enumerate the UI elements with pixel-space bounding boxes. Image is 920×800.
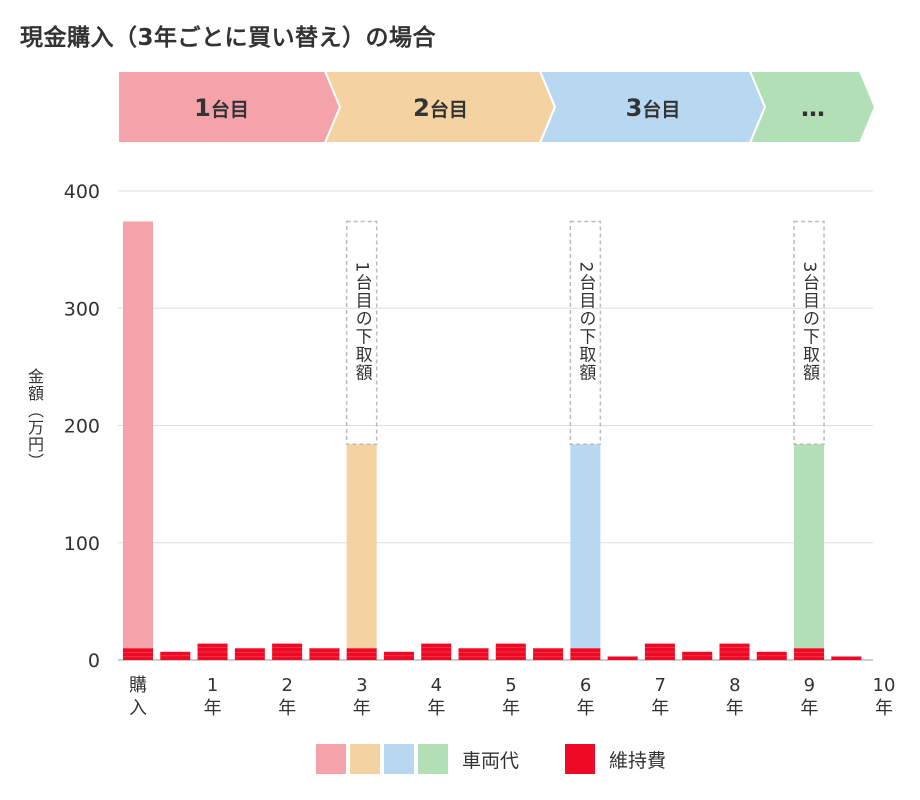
x-tick-label: 10 年	[873, 675, 896, 719]
x-tick-line: 購	[129, 675, 147, 696]
x-tick-line: 年	[204, 698, 222, 719]
trade-in-box	[345, 220, 378, 446]
x-tick-line: 年	[502, 698, 520, 719]
phase-number: 3	[626, 94, 643, 122]
legend-swatch-car2	[350, 744, 380, 774]
x-tick-line: 1	[207, 675, 218, 696]
trade-in-label: 1台目の下取額	[352, 261, 373, 381]
vehicle-cost-bar	[346, 444, 377, 649]
chart-title: 現金購入（3年ごとに買い替え）の場合	[20, 25, 437, 51]
legend: 車両代 維持費	[316, 744, 712, 774]
phase-number: …	[801, 94, 825, 122]
x-tick-line: 8	[729, 675, 740, 696]
x-tick-line: 4	[431, 675, 442, 696]
x-tick-line: 年	[726, 698, 744, 719]
x-tick-line: 5	[505, 675, 516, 696]
vehicle-cost-bar	[570, 444, 601, 649]
y-tick-label: 0	[88, 650, 100, 672]
x-tick-line: 10	[873, 675, 896, 696]
phase-arrow-4	[748, 70, 877, 144]
x-tick-line: 6	[580, 675, 591, 696]
x-tick-line: 年	[353, 698, 371, 719]
maintenance-bar	[533, 648, 564, 660]
y-tick-label: 100	[64, 533, 100, 555]
legend-swatch-car4	[418, 744, 448, 774]
legend-swatch-maintenance	[565, 744, 596, 774]
phase-suffix: 台目	[642, 98, 680, 121]
maintenance-bar	[831, 656, 862, 660]
trade-in-box	[569, 220, 602, 446]
maintenance-bar	[570, 648, 601, 660]
phase-number: 2	[413, 94, 430, 122]
x-tick-line: 年	[651, 698, 669, 719]
maintenance-bar	[607, 656, 638, 660]
maintenance-bar	[123, 648, 153, 660]
legend-label-vehicle: 車両代	[462, 749, 520, 772]
phase-label-1: 1台目	[194, 94, 249, 122]
phase-suffix: 台目	[430, 98, 468, 121]
x-tick-line: 3	[356, 675, 367, 696]
phase-number: 1	[194, 94, 211, 122]
maintenance-bar	[346, 648, 377, 660]
maintenance-bar	[309, 648, 340, 660]
x-tick-line: 2	[281, 675, 292, 696]
trade-in-label: 2台目の下取額	[575, 261, 596, 381]
vehicle-cost-bar	[794, 444, 825, 649]
legend-label-maintenance: 維持費	[609, 749, 667, 772]
x-tick-line: 年	[800, 698, 818, 719]
x-tick-label: 購入	[129, 675, 147, 719]
x-tick-line: 7	[654, 675, 665, 696]
x-tick-line: 年	[577, 698, 595, 719]
trade-in-box	[793, 220, 825, 446]
legend-swatch-car1	[316, 744, 346, 774]
phase-label-3: 3台目	[626, 94, 681, 122]
maintenance-bar	[458, 648, 489, 660]
y-tick-label: 400	[64, 181, 100, 203]
y-tick-label: 200	[64, 416, 100, 438]
x-tick-line: 年	[278, 698, 296, 719]
legend-swatch-car3	[384, 744, 414, 774]
x-tick-line: 入	[129, 698, 147, 719]
x-tick-line: 年	[427, 698, 445, 719]
vehicle-cost-bar	[123, 221, 153, 649]
trade-in-label: 3台目の下取額	[799, 261, 820, 381]
maintenance-bar	[234, 648, 265, 660]
y-tick-label: 300	[64, 298, 100, 320]
phase-label-4: …	[801, 94, 825, 122]
y-axis-title: 金額（万円）	[25, 368, 44, 470]
phase-suffix: 台目	[211, 98, 249, 121]
phase-label-2: 2台目	[413, 94, 468, 122]
x-tick-line: 9	[804, 675, 815, 696]
x-tick-line: 年	[875, 698, 893, 719]
maintenance-bar	[794, 648, 825, 660]
